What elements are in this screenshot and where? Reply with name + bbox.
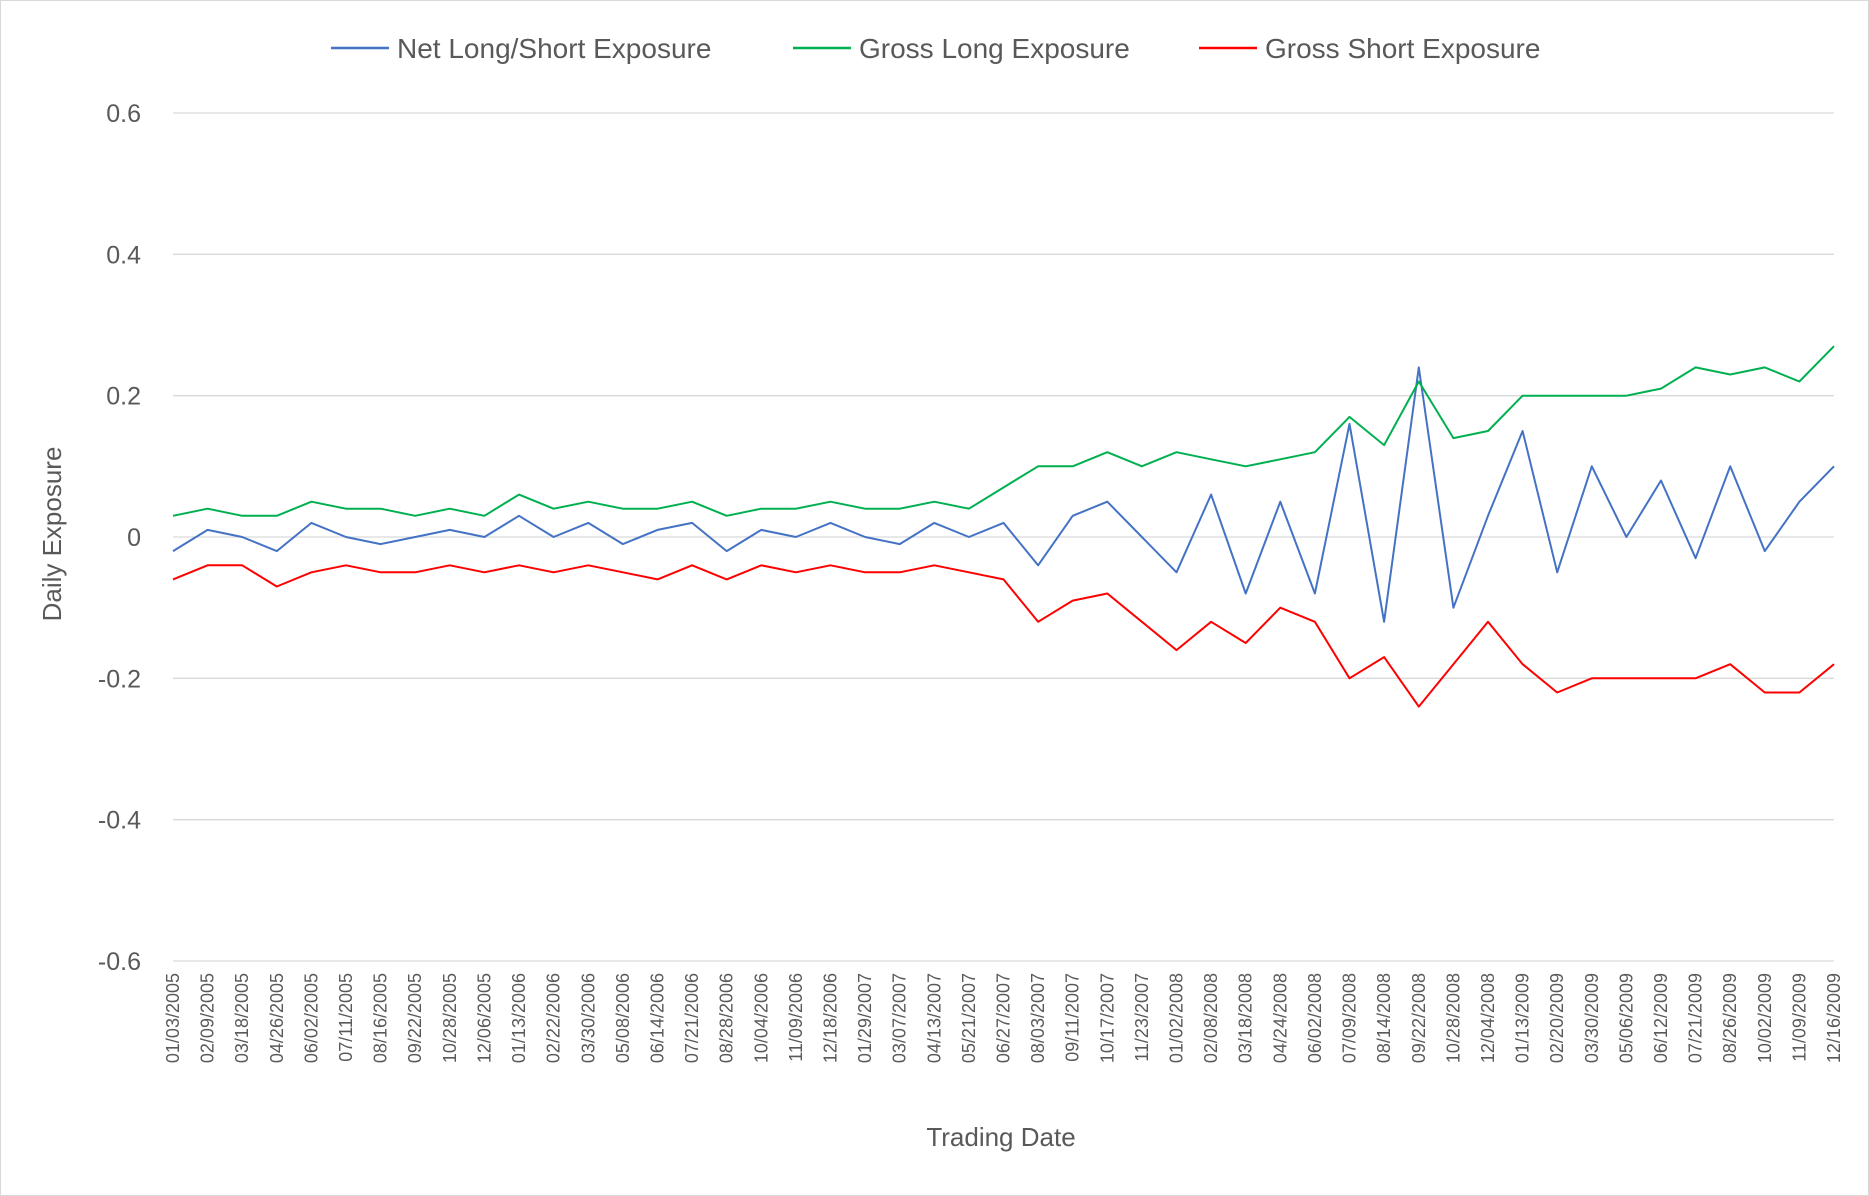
x-tick-label: 05/06/2009: [1616, 973, 1636, 1063]
x-tick-label: 09/22/2005: [405, 973, 425, 1063]
series-line-3: [172, 564, 1835, 708]
x-tick-label: 01/03/2005: [163, 973, 183, 1063]
y-tick-label: 0: [127, 524, 141, 552]
series-line-1: [172, 366, 1835, 623]
legend: Net Long/Short Exposure Gross Long Exposu…: [331, 33, 1540, 64]
x-tick-label: 07/21/2009: [1686, 973, 1706, 1063]
x-tick-label: 01/02/2008: [1167, 973, 1187, 1063]
x-tick-label: 12/06/2005: [474, 973, 494, 1063]
x-tick-label: 06/02/2005: [301, 973, 321, 1063]
x-tick-label: 02/20/2009: [1547, 973, 1567, 1063]
x-tick-label: 04/13/2007: [924, 973, 944, 1063]
x-tick-label: 03/07/2007: [890, 973, 910, 1063]
x-tick-label: 10/28/2005: [440, 973, 460, 1063]
x-tick-label: 04/24/2008: [1270, 973, 1290, 1063]
x-tick-label: 10/28/2008: [1443, 973, 1463, 1063]
x-tick-label: 02/09/2005: [198, 973, 218, 1063]
x-tick-label: 06/02/2008: [1305, 973, 1325, 1063]
x-tick-label: 03/18/2008: [1236, 973, 1256, 1063]
x-tick-label: 06/14/2006: [647, 973, 667, 1063]
x-tick-label: 09/22/2008: [1409, 973, 1429, 1063]
x-tick-label: 08/03/2007: [1028, 973, 1048, 1063]
x-tick-label: 08/16/2005: [371, 973, 391, 1063]
x-tick-label: 03/30/2006: [578, 973, 598, 1063]
x-tick-label: 10/02/2009: [1755, 973, 1775, 1063]
series-lines: [172, 345, 1835, 708]
legend-label: Gross Short Exposure: [1265, 33, 1540, 64]
x-tick-label: 08/14/2008: [1374, 973, 1394, 1063]
x-tick-label: 08/28/2006: [717, 973, 737, 1063]
x-tick-label: 02/08/2008: [1201, 973, 1221, 1063]
series-line-2: [172, 345, 1835, 517]
x-tick-label: 12/18/2006: [820, 973, 840, 1063]
x-tick-label: 05/21/2007: [959, 973, 979, 1063]
x-tick-label: 10/04/2006: [751, 973, 771, 1063]
x-tick-label: 04/26/2005: [267, 973, 287, 1063]
x-tick-label: 05/08/2006: [613, 973, 633, 1063]
x-tick-label: 12/16/2009: [1824, 973, 1844, 1063]
y-axis-title: Daily Exposure: [37, 447, 67, 622]
x-tick-label: 06/27/2007: [994, 973, 1014, 1063]
x-tick-label: 11/09/2009: [1789, 973, 1809, 1062]
x-tick-label: 09/11/2007: [1063, 973, 1083, 1062]
x-tick-label: 01/13/2009: [1513, 973, 1533, 1063]
gridlines: [173, 112, 1834, 962]
x-tick-label: 08/26/2009: [1720, 973, 1740, 1063]
x-tick-label: 07/21/2006: [682, 973, 702, 1063]
x-tick-label: 07/09/2008: [1340, 973, 1360, 1063]
y-tick-label: -0.2: [98, 665, 141, 693]
x-tick-label: 06/12/2009: [1651, 973, 1671, 1063]
x-tick-label: 11/09/2006: [786, 973, 806, 1062]
x-tick-label: 07/11/2005: [336, 973, 356, 1062]
x-tick-label: 03/30/2009: [1582, 973, 1602, 1063]
y-axis-ticks: 0.6 0.4 0.2 0 -0.2 -0.4 -0.6: [98, 100, 141, 976]
y-tick-label: 0.4: [106, 241, 141, 269]
x-tick-label: 02/22/2006: [544, 973, 564, 1063]
legend-label: Gross Long Exposure: [859, 33, 1130, 64]
x-tick-label: 11/23/2007: [1132, 973, 1152, 1062]
legend-label: Net Long/Short Exposure: [397, 33, 711, 64]
x-axis-title: Trading Date: [926, 1122, 1075, 1152]
x-tick-label: 01/29/2007: [855, 973, 875, 1063]
x-tick-label: 01/13/2006: [509, 973, 529, 1063]
y-tick-label: 0.2: [106, 383, 141, 411]
y-tick-label: 0.6: [106, 100, 141, 128]
y-tick-label: -0.4: [98, 807, 141, 835]
x-axis-ticks: 01/03/2005 02/09/2005 03/18/2005 04/26/2005…: [163, 973, 1844, 1063]
y-tick-label: -0.6: [98, 948, 141, 976]
x-tick-label: 12/04/2008: [1478, 973, 1498, 1063]
x-tick-label: 10/17/2007: [1097, 973, 1117, 1063]
x-tick-label: 03/18/2005: [232, 973, 252, 1063]
